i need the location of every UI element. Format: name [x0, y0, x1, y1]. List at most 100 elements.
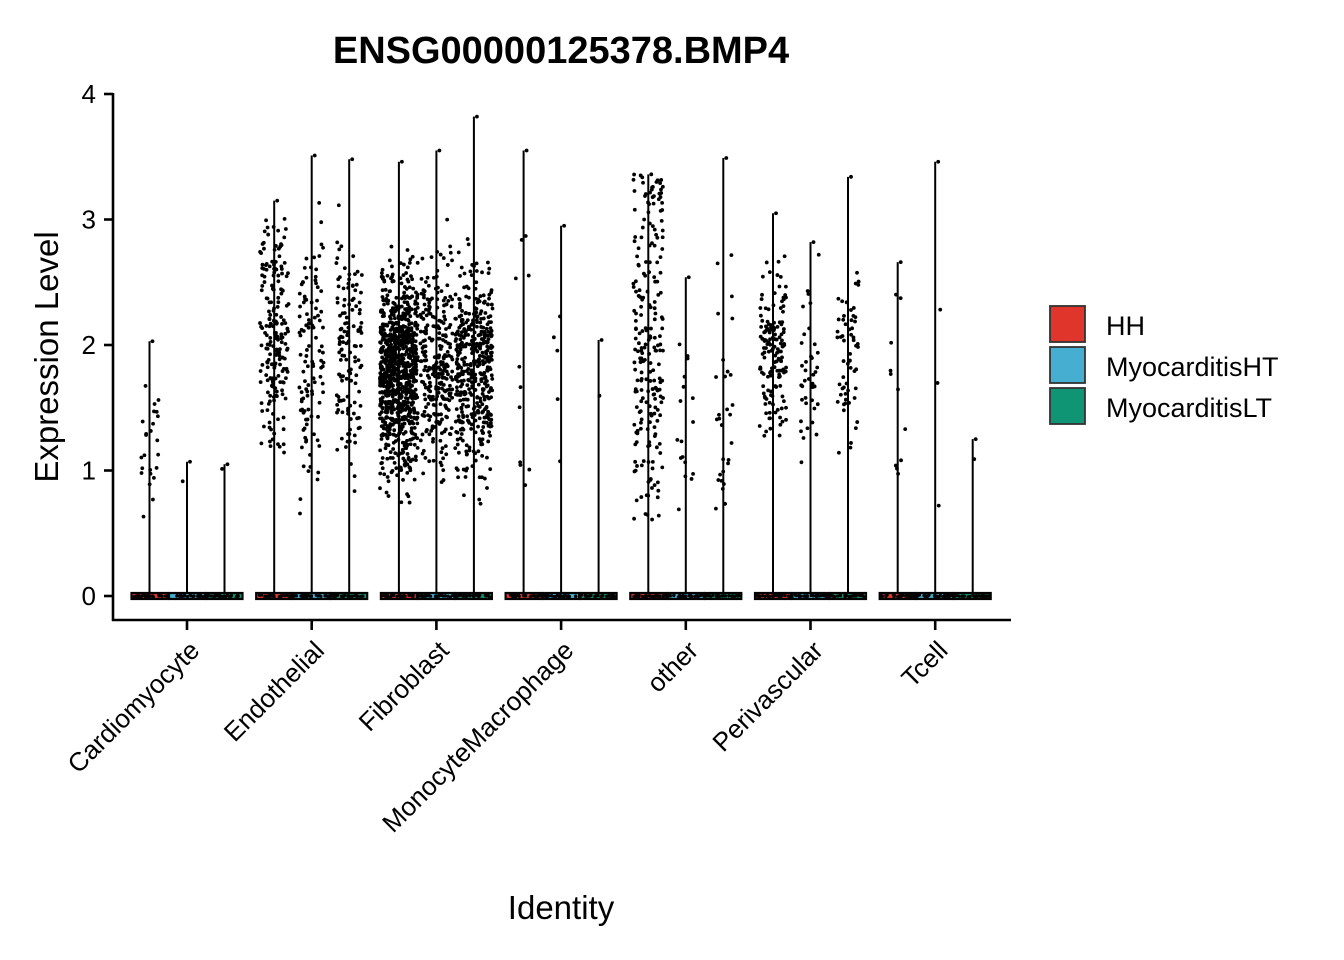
data-point	[409, 371, 414, 375]
data-point	[463, 344, 468, 349]
zero-point	[305, 594, 309, 598]
data-point	[399, 317, 404, 322]
data-point	[424, 325, 428, 330]
data-point	[458, 337, 463, 342]
data-point	[780, 338, 784, 343]
data-point	[446, 298, 451, 303]
zero-point	[815, 593, 820, 597]
data-point	[486, 439, 491, 444]
data-point	[777, 335, 782, 340]
data-point	[489, 346, 493, 351]
data-point	[486, 396, 491, 401]
data-point	[473, 388, 478, 392]
data-point	[297, 330, 302, 335]
data-point	[778, 306, 783, 310]
data-point	[445, 263, 450, 267]
data-point	[758, 366, 762, 371]
zero-point	[157, 593, 161, 597]
zero-point	[456, 593, 460, 598]
data-point	[406, 352, 411, 357]
data-point	[301, 396, 306, 401]
data-point	[518, 463, 523, 467]
data-point	[476, 424, 480, 429]
data-point	[279, 291, 284, 296]
data-point	[650, 224, 655, 229]
data-point	[758, 313, 763, 318]
data-point	[380, 372, 385, 377]
zero-point	[207, 594, 211, 598]
data-point	[431, 367, 435, 371]
data-point	[648, 361, 653, 365]
data-point	[379, 308, 384, 313]
data-point	[408, 459, 413, 464]
data-point	[485, 356, 490, 361]
zero-point	[574, 594, 578, 598]
data-point	[480, 431, 485, 435]
data-point	[410, 383, 414, 388]
data-point	[154, 466, 159, 470]
data-point	[421, 292, 426, 297]
data-point	[656, 488, 661, 493]
data-point	[478, 332, 483, 337]
data-point	[422, 302, 427, 307]
zero-point	[435, 594, 440, 598]
data-point	[405, 452, 410, 456]
zero-point	[263, 594, 268, 598]
data-point	[422, 409, 427, 414]
data-point	[470, 351, 475, 356]
data-point	[385, 424, 390, 428]
data-point	[404, 372, 409, 377]
data-point	[690, 396, 695, 401]
zero-point	[705, 594, 709, 598]
data-point	[382, 323, 387, 328]
data-point	[773, 410, 778, 415]
data-point	[455, 385, 459, 390]
data-point	[385, 363, 390, 368]
violin-Perivascular-MyocarditisHT	[791, 240, 830, 601]
data-point	[487, 266, 492, 271]
data-point	[405, 438, 409, 443]
data-point	[300, 407, 305, 412]
data-point	[301, 369, 306, 374]
data-point	[272, 398, 276, 403]
x-tick-label-Tcell: Tcell	[895, 635, 953, 693]
data-point	[342, 266, 347, 271]
data-point	[475, 349, 480, 354]
data-point	[472, 264, 476, 269]
data-point	[381, 432, 385, 436]
data-point	[476, 449, 481, 454]
zero-point	[335, 593, 339, 597]
data-point	[298, 352, 303, 357]
data-point	[456, 414, 461, 419]
data-point	[764, 260, 769, 265]
data-point	[453, 332, 458, 337]
data-point	[337, 339, 342, 344]
data-point	[397, 418, 402, 422]
data-point	[765, 326, 769, 331]
data-point	[460, 357, 464, 362]
data-point	[279, 267, 284, 271]
data-point	[435, 268, 440, 273]
data-point	[404, 389, 409, 394]
data-point	[317, 400, 322, 405]
data-point	[353, 355, 357, 360]
x-axis-ticks: Cardiomyocyte Endothelial FibroblastMonocy…	[61, 620, 953, 838]
data-point	[379, 461, 384, 466]
data-point	[395, 354, 399, 359]
data-point	[308, 465, 313, 469]
data-point	[346, 339, 351, 344]
data-point	[435, 290, 440, 295]
data-point	[685, 354, 690, 358]
data-point	[405, 277, 410, 282]
data-point	[390, 325, 395, 330]
zero-point	[771, 594, 775, 599]
data-point	[803, 396, 808, 400]
data-point	[457, 450, 461, 455]
data-point	[400, 422, 405, 427]
data-point	[784, 417, 788, 422]
data-point	[282, 235, 287, 240]
data-point	[279, 287, 283, 292]
data-point	[761, 372, 766, 376]
data-point	[837, 382, 842, 387]
data-point	[455, 437, 460, 442]
